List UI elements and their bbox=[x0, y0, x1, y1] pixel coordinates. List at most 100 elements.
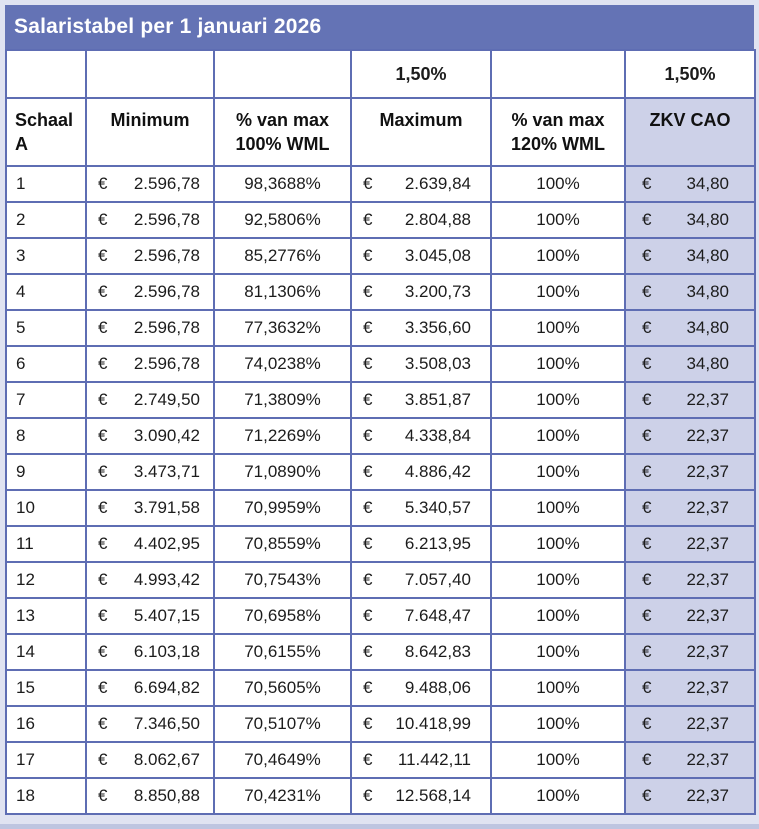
cell-pct100: 98,3688% bbox=[213, 165, 352, 203]
cell-pct100: 70,4649% bbox=[213, 741, 352, 779]
cell-minimum: € 4.993,42 bbox=[85, 561, 215, 599]
minimum-value: 5.407,15 bbox=[133, 606, 200, 625]
zkv-rate-value: 1,50% bbox=[624, 49, 756, 99]
cell-minimum: € 2.596,78 bbox=[85, 201, 215, 239]
zkv-value: 22,37 bbox=[686, 642, 729, 661]
euro-symbol: € bbox=[98, 354, 108, 373]
cell-minimum: € 2.596,78 bbox=[85, 309, 215, 347]
table-row: 6 € 2.596,78 74,0238% € 3.508,03 100% € … bbox=[5, 345, 756, 383]
cell-zkv: € 22,37 bbox=[624, 561, 756, 599]
pct120-value: 100% bbox=[536, 642, 580, 661]
minimum-value: 2.596,78 bbox=[133, 318, 200, 337]
cell-zkv: € 34,80 bbox=[624, 237, 756, 275]
pct100-value: 81,1306% bbox=[244, 282, 321, 301]
maximum-value: 6.213,95 bbox=[404, 534, 471, 553]
euro-symbol: € bbox=[363, 246, 373, 265]
cell-pct100: 70,4231% bbox=[213, 777, 352, 815]
pct120-value: 100% bbox=[536, 678, 580, 697]
table-row: 2 € 2.596,78 92,5806% € 2.804,88 100% € … bbox=[5, 201, 756, 239]
table-row: 14 € 6.103,18 70,6155% € 8.642,83 100% €… bbox=[5, 633, 756, 671]
cell-maximum: € 8.642,83 bbox=[350, 633, 492, 671]
maximum-value: 2.639,84 bbox=[404, 174, 471, 193]
euro-symbol: € bbox=[363, 318, 373, 337]
cell-minimum: € 8.850,88 bbox=[85, 777, 215, 815]
maximum-value: 3.356,60 bbox=[404, 318, 471, 337]
cell-minimum: € 2.749,50 bbox=[85, 381, 215, 419]
zkv-value: 22,37 bbox=[686, 714, 729, 733]
cell-minimum: € 2.596,78 bbox=[85, 345, 215, 383]
euro-symbol: € bbox=[363, 282, 373, 301]
table-row: 8 € 3.090,42 71,2269% € 4.338,84 100% € … bbox=[5, 417, 756, 455]
maximum-value: 5.340,57 bbox=[404, 498, 471, 517]
pct120-value: 100% bbox=[536, 246, 580, 265]
zkv-value: 22,37 bbox=[686, 570, 729, 589]
euro-symbol: € bbox=[98, 786, 108, 805]
cell-pct120: 100% bbox=[490, 525, 626, 563]
euro-symbol: € bbox=[642, 390, 652, 409]
maximum-value: 7.057,40 bbox=[404, 570, 471, 589]
cell-schaal: 1 bbox=[5, 165, 87, 203]
zkv-value: 34,80 bbox=[686, 210, 729, 229]
table-row: 16 € 7.346,50 70,5107% € 10.418,99 100% … bbox=[5, 705, 756, 743]
minimum-value: 3.090,42 bbox=[133, 426, 200, 445]
cell-pct120: 100% bbox=[490, 345, 626, 383]
minimum-value: 2.596,78 bbox=[133, 174, 200, 193]
cell-minimum: € 3.090,42 bbox=[85, 417, 215, 455]
table-title: Salaristabel per 1 januari 2026 bbox=[5, 5, 754, 49]
maximum-value: 10.418,99 bbox=[395, 714, 471, 733]
cell-zkv: € 22,37 bbox=[624, 525, 756, 563]
col-header-zkv: ZKV CAO bbox=[624, 97, 756, 167]
maximum-value: 2.804,88 bbox=[404, 210, 471, 229]
euro-symbol: € bbox=[98, 246, 108, 265]
cell-maximum: € 9.488,06 bbox=[350, 669, 492, 707]
pct120-value: 100% bbox=[536, 318, 580, 337]
cell-pct120: 100% bbox=[490, 453, 626, 491]
cell-maximum: € 3.356,60 bbox=[350, 309, 492, 347]
minimum-value: 7.346,50 bbox=[133, 714, 200, 733]
cell-maximum: € 3.200,73 bbox=[350, 273, 492, 311]
salary-table-body: 1,50% 1,50% Schaal A Minimum % van max 1… bbox=[5, 49, 756, 815]
cell-maximum: € 7.057,40 bbox=[350, 561, 492, 599]
pct100-value: 70,4649% bbox=[244, 750, 321, 769]
pct100-value: 77,3632% bbox=[244, 318, 321, 337]
euro-symbol: € bbox=[363, 678, 373, 697]
pct120-value: 100% bbox=[536, 282, 580, 301]
cell-pct100: 74,0238% bbox=[213, 345, 352, 383]
euro-symbol: € bbox=[642, 714, 652, 733]
cell-pct120: 100% bbox=[490, 597, 626, 635]
minimum-value: 2.596,78 bbox=[133, 282, 200, 301]
cell-schaal: 14 bbox=[5, 633, 87, 671]
maximum-value: 11.442,11 bbox=[397, 750, 471, 769]
cell-zkv: € 34,80 bbox=[624, 201, 756, 239]
euro-symbol: € bbox=[642, 786, 652, 805]
pct100-value: 70,6958% bbox=[244, 606, 321, 625]
maximum-value: 7.648,47 bbox=[404, 606, 471, 625]
euro-symbol: € bbox=[363, 462, 373, 481]
euro-symbol: € bbox=[642, 354, 652, 373]
col-header-maximum: Maximum bbox=[350, 97, 492, 167]
cell-schaal: 17 bbox=[5, 741, 87, 779]
cell-minimum: € 2.596,78 bbox=[85, 237, 215, 275]
cell-minimum: € 3.473,71 bbox=[85, 453, 215, 491]
euro-symbol: € bbox=[363, 426, 373, 445]
rate-cell-pct100-empty bbox=[213, 49, 352, 99]
maximum-value: 3.508,03 bbox=[404, 354, 471, 373]
cell-zkv: € 22,37 bbox=[624, 669, 756, 707]
cell-pct100: 70,5107% bbox=[213, 705, 352, 743]
euro-symbol: € bbox=[642, 174, 652, 193]
euro-symbol: € bbox=[363, 534, 373, 553]
schaal-value: 9 bbox=[16, 462, 26, 481]
pct120-value: 100% bbox=[536, 426, 580, 445]
cell-schaal: 10 bbox=[5, 489, 87, 527]
euro-symbol: € bbox=[98, 534, 108, 553]
col-header-pct100-line1: % van max bbox=[235, 110, 330, 130]
pct100-value: 71,2269% bbox=[244, 426, 321, 445]
zkv-value: 22,37 bbox=[686, 462, 729, 481]
zkv-value: 34,80 bbox=[686, 318, 729, 337]
euro-symbol: € bbox=[642, 210, 652, 229]
cell-minimum: € 5.407,15 bbox=[85, 597, 215, 635]
col-header-pct120-line1: % van max bbox=[511, 110, 605, 130]
maximum-value: 3.851,87 bbox=[404, 390, 471, 409]
schaal-value: 11 bbox=[16, 534, 34, 553]
cell-schaal: 2 bbox=[5, 201, 87, 239]
